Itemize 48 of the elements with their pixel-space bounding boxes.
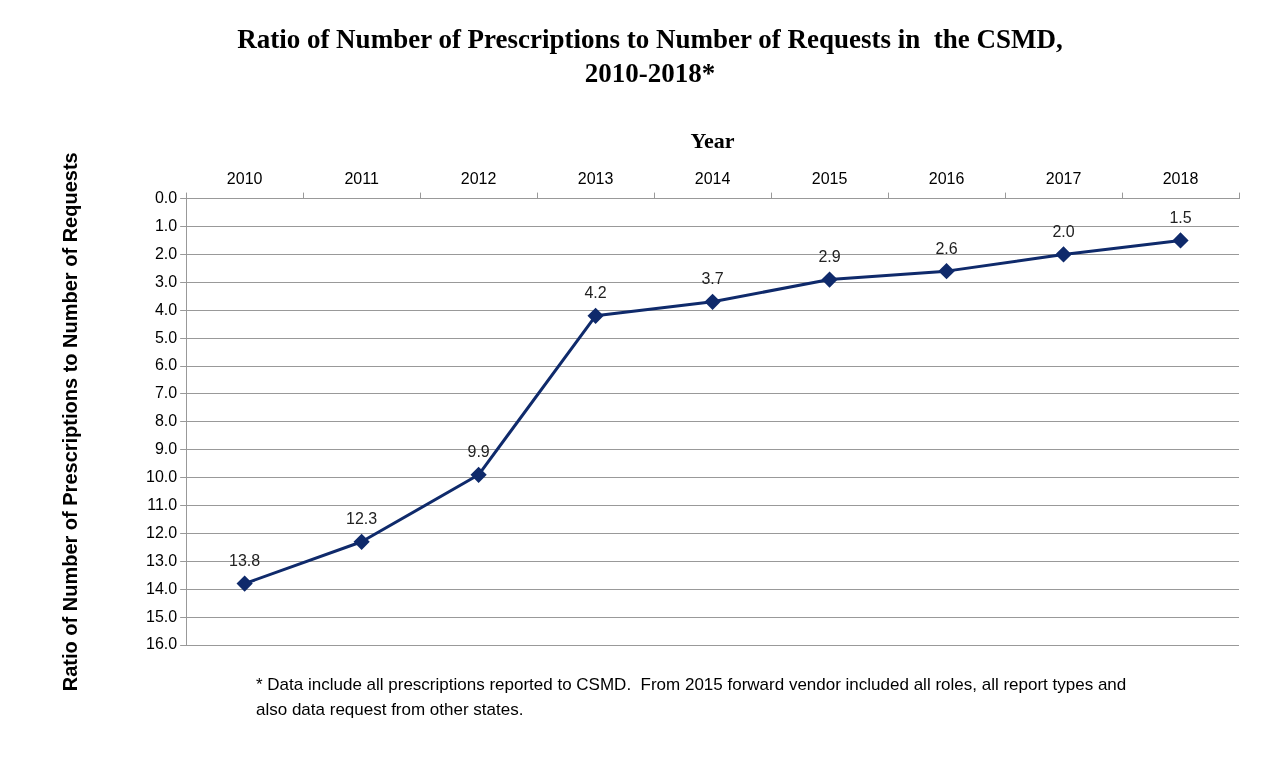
text: 2.6 <box>935 239 958 257</box>
text: 12.3 <box>346 510 378 528</box>
chart-title: Ratio of Number of Prescriptions to Number of Requests in the CSMD, 2010-2018* <box>236 23 1064 90</box>
text: 3.7 <box>701 270 724 288</box>
point <box>237 576 253 592</box>
y-tick-label: 8.0 <box>154 412 178 430</box>
y-tick-label: 12.0 <box>146 523 178 541</box>
x-tick-label: 2017 <box>1045 170 1082 188</box>
point <box>1173 232 1189 248</box>
text: 4.2 <box>584 284 607 302</box>
y-tick-label: 1.0 <box>154 216 178 234</box>
x-tick-label: 2012 <box>460 170 497 188</box>
y-tick-label: 0.0 <box>154 189 178 207</box>
text: 13.8 <box>229 552 261 570</box>
y-tick-label: 3.0 <box>154 272 178 290</box>
y-tick-label: 2.0 <box>154 244 178 262</box>
text: 9.9 <box>467 443 490 461</box>
y-tick-label: 6.0 <box>154 356 178 374</box>
y-tick-label: 16.0 <box>146 635 178 653</box>
y-tick-label: 15.0 <box>146 607 178 625</box>
point <box>822 272 838 288</box>
point <box>705 294 721 310</box>
y-tick-label: 7.0 <box>154 384 178 402</box>
point <box>471 467 487 483</box>
x-tick-label: 2011 <box>344 170 379 188</box>
y-axis-title: Ratio of Number of Prescriptions to Number of Requests <box>58 152 81 692</box>
text: 1.5 <box>1169 208 1192 226</box>
x-tick-label: 2018 <box>1162 170 1199 188</box>
x-tick-label: 2016 <box>928 170 965 188</box>
y-tick-label: 5.0 <box>154 328 178 346</box>
x-axis-title: Year <box>690 127 735 153</box>
text: 2.9 <box>818 247 841 265</box>
point <box>1056 246 1072 262</box>
x-tick-label: 2015 <box>811 170 848 188</box>
y-tick-label: 11.0 <box>147 495 178 513</box>
point <box>588 308 604 324</box>
y-tick-label: 9.0 <box>154 440 178 458</box>
point <box>939 263 955 279</box>
x-tick-label: 2014 <box>694 170 731 188</box>
x-tick-label: 2013 <box>577 170 614 188</box>
y-tick-label: 13.0 <box>146 551 178 569</box>
text: 2.0 <box>1052 222 1075 240</box>
text: * Data include all prescriptions reported to CSMD. From 2015 forward vendor included all roles, all report types and also data request from other states. <box>256 674 1128 721</box>
point <box>354 534 370 550</box>
y-tick-label: 4.0 <box>154 300 178 318</box>
y-tick-label: 10.0 <box>146 468 178 486</box>
x-tick-label: 2010 <box>226 170 263 188</box>
y-tick-label: 14.0 <box>146 579 178 597</box>
